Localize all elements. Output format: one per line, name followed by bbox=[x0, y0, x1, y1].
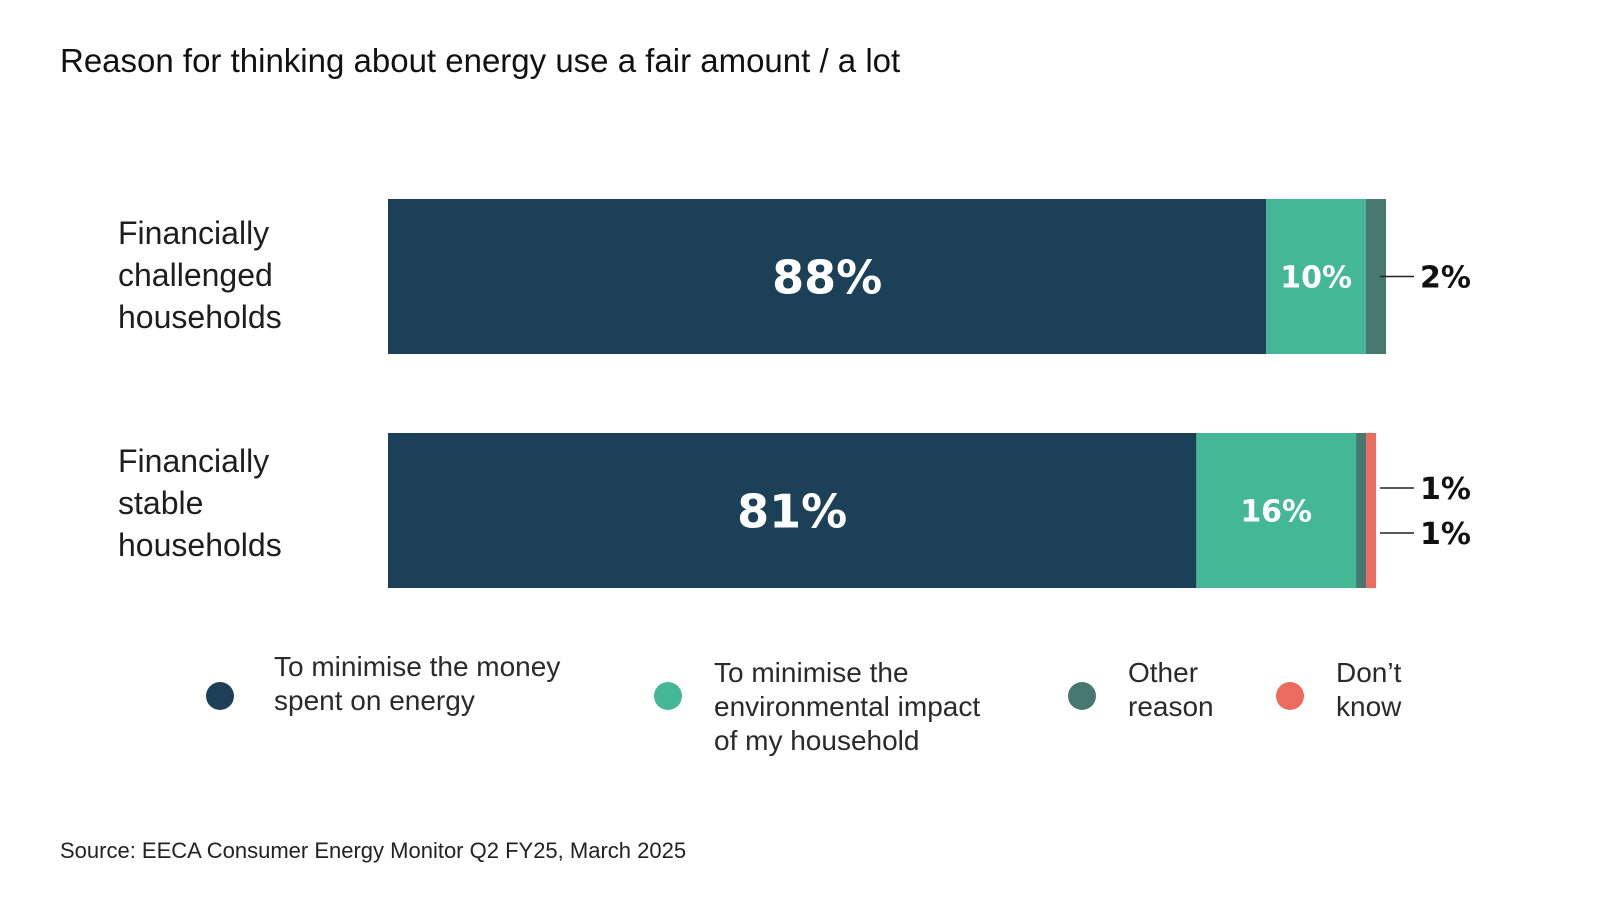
bar-challenged-other bbox=[1366, 199, 1386, 354]
legend-swatch-other bbox=[1068, 682, 1096, 710]
legend-swatch-dont-know bbox=[1276, 682, 1304, 710]
data-label-stable-environment: 16% bbox=[1240, 495, 1312, 530]
bar-stable-other bbox=[1356, 433, 1367, 588]
row-label-stable: Financially stable households bbox=[118, 443, 282, 563]
legend-swatch-money bbox=[206, 682, 234, 710]
legend-swatch-environment bbox=[654, 682, 682, 710]
bar-stable-dont-know bbox=[1366, 433, 1377, 588]
bar-challenged-environment bbox=[1266, 199, 1367, 354]
legend-label-dont-know: Don’t know bbox=[1336, 657, 1402, 722]
data-label-challenged-other: 2% bbox=[1420, 261, 1471, 296]
data-label-stable-money: 81% bbox=[737, 485, 847, 539]
legend-label-other: Other reason bbox=[1128, 657, 1214, 722]
legend-label-money: To minimise the money spent on energy bbox=[274, 651, 561, 716]
row-label-challenged: Financially challenged households bbox=[118, 215, 282, 335]
data-label-challenged-environment: 10% bbox=[1280, 261, 1352, 296]
bar-challenged-money bbox=[388, 199, 1267, 354]
chart-title: Reason for thinking about energy use a f… bbox=[60, 42, 901, 79]
data-label-challenged-money: 88% bbox=[772, 251, 882, 305]
bar-stable-money bbox=[388, 433, 1197, 588]
bar-stable-environment bbox=[1196, 433, 1357, 588]
source-note: Source: EECA Consumer Energy Monitor Q2 … bbox=[60, 838, 687, 863]
data-label-stable-dont-know: 1% bbox=[1420, 517, 1471, 552]
data-label-stable-other: 1% bbox=[1420, 472, 1471, 507]
legend-label-environment: To minimise the environmental impact of … bbox=[714, 657, 981, 756]
